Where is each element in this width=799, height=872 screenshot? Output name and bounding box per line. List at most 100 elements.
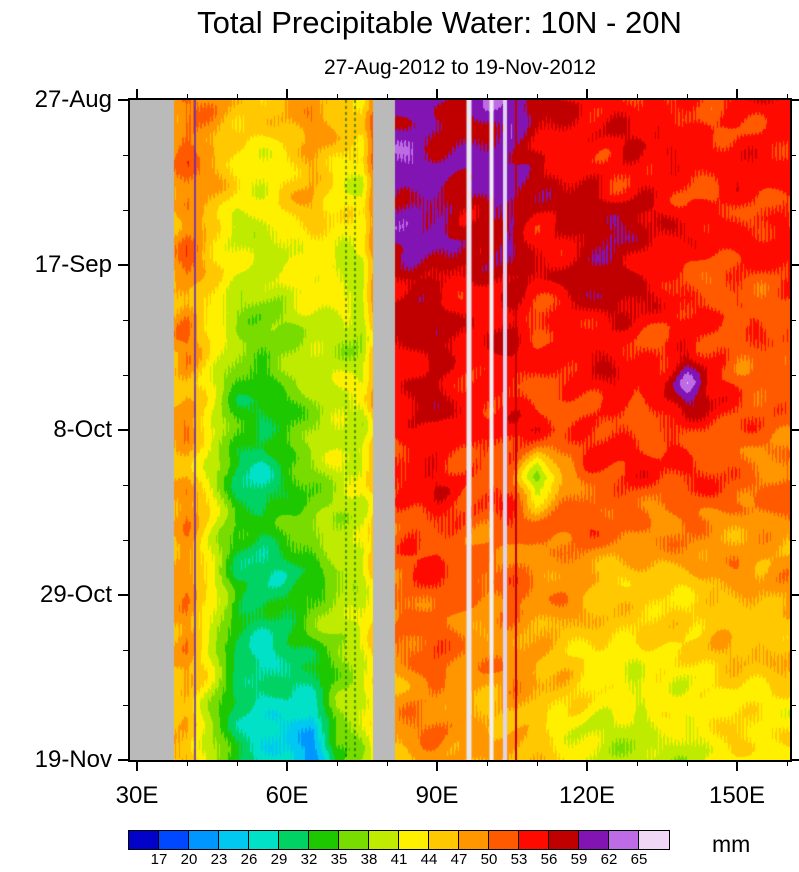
- heatmap-canvas: [130, 100, 790, 760]
- y-major-tick: [118, 429, 130, 431]
- x-major-tick: [586, 89, 588, 100]
- y-major-tick: [790, 429, 799, 431]
- x-tick-label: 30E: [115, 782, 159, 809]
- colorbar-tick-label: 29: [270, 851, 288, 868]
- colorbar-tick-label: 53: [510, 851, 528, 868]
- x-minor-tick: [487, 94, 488, 100]
- y-tick-label: 8-Oct: [53, 416, 112, 443]
- colorbar-segment: [489, 831, 519, 849]
- y-minor-tick: [790, 210, 796, 211]
- x-minor-tick: [187, 94, 188, 100]
- y-major-tick: [790, 264, 799, 266]
- colorbar-tick-label: 47: [450, 851, 468, 868]
- x-tick-label: 150E: [708, 782, 766, 809]
- y-minor-tick: [123, 155, 130, 156]
- x-minor-tick: [537, 94, 538, 100]
- y-minor-tick: [790, 375, 796, 376]
- x-major-tick: [436, 760, 438, 771]
- y-minor-tick: [123, 650, 130, 651]
- x-minor-tick: [637, 94, 638, 100]
- colorbar-segment: [159, 831, 189, 849]
- x-minor-tick: [337, 94, 338, 100]
- x-minor-tick: [637, 760, 638, 766]
- x-minor-tick: [787, 760, 788, 766]
- y-minor-tick: [790, 650, 796, 651]
- colorbar-segment: [279, 831, 309, 849]
- y-tick-label: 29-Oct: [39, 581, 112, 608]
- colorbar-tick-label: 59: [570, 851, 588, 868]
- y-minor-tick: [790, 705, 796, 706]
- colorbar-segment: [189, 831, 219, 849]
- x-tick-label: 120E: [558, 782, 616, 809]
- y-minor-tick: [123, 320, 130, 321]
- colorbar-segment: [579, 831, 609, 849]
- y-minor-tick: [123, 705, 130, 706]
- x-minor-tick: [237, 94, 238, 100]
- y-tick-label: 17-Sep: [34, 251, 112, 278]
- colorbar-segment: [429, 831, 459, 849]
- colorbar-tick-label: 32: [300, 851, 318, 868]
- y-minor-tick: [123, 485, 130, 486]
- x-minor-tick: [237, 760, 238, 766]
- colorbar-segment: [249, 831, 279, 849]
- y-major-tick: [118, 264, 130, 266]
- y-major-tick: [790, 99, 799, 101]
- colorbar-tick-label: 44: [420, 851, 438, 868]
- colorbar-tick-label: 26: [240, 851, 258, 868]
- colorbar-tick-label: 56: [540, 851, 558, 868]
- colorbar-segment: [519, 831, 549, 849]
- x-major-tick: [736, 760, 738, 771]
- colorbar-segment: [309, 831, 339, 849]
- colorbar-tick-label: 41: [390, 851, 408, 868]
- colorbar-segment: [129, 831, 159, 849]
- y-major-tick: [118, 759, 130, 761]
- colorbar-segment: [399, 831, 429, 849]
- chart-subtitle: 27-Aug-2012 to 19-Nov-2012: [323, 56, 596, 79]
- colorbar-segment: [369, 831, 399, 849]
- chart-title: Total Precipitable Water: 10N - 20N: [197, 5, 682, 40]
- colorbar-units-label: mm: [712, 831, 751, 857]
- x-minor-tick: [687, 94, 688, 100]
- y-major-tick: [790, 759, 799, 761]
- colorbar-segment: [459, 831, 489, 849]
- x-major-tick: [136, 760, 138, 771]
- colorbar-segment: [549, 831, 579, 849]
- y-minor-tick: [123, 540, 130, 541]
- y-tick-label: 27-Aug: [34, 86, 112, 113]
- colorbar-tick-label: 38: [360, 851, 378, 868]
- colorbar-tick-label: 50: [480, 851, 498, 868]
- colorbar-tick-label: 23: [210, 851, 228, 868]
- x-minor-tick: [787, 94, 788, 100]
- x-major-tick: [286, 89, 288, 100]
- colorbar-tick-label: 17: [150, 851, 168, 868]
- x-minor-tick: [537, 760, 538, 766]
- x-minor-tick: [687, 760, 688, 766]
- x-minor-tick: [487, 760, 488, 766]
- y-major-tick: [118, 594, 130, 596]
- y-minor-tick: [123, 210, 130, 211]
- y-minor-tick: [790, 155, 796, 156]
- x-minor-tick: [387, 94, 388, 100]
- y-minor-tick: [790, 485, 796, 486]
- colorbar-segment: [219, 831, 249, 849]
- x-major-tick: [586, 760, 588, 771]
- y-minor-tick: [123, 375, 130, 376]
- y-minor-tick: [790, 320, 796, 321]
- colorbar-tick-label: 35: [330, 851, 348, 868]
- y-major-tick: [118, 99, 130, 101]
- y-minor-tick: [790, 540, 796, 541]
- colorbar-segment: [639, 831, 669, 849]
- colorbar-tick-label: 62: [600, 851, 618, 868]
- x-major-tick: [286, 760, 288, 771]
- x-tick-label: 90E: [415, 782, 459, 809]
- x-major-tick: [436, 89, 438, 100]
- x-minor-tick: [337, 760, 338, 766]
- colorbar-tick-label: 20: [180, 851, 198, 868]
- colorbar-segment: [339, 831, 369, 849]
- x-major-tick: [136, 89, 138, 100]
- x-tick-label: 60E: [265, 782, 309, 809]
- y-tick-label: 19-Nov: [34, 746, 112, 773]
- colorbar: [128, 830, 670, 850]
- colorbar-segment: [609, 831, 639, 849]
